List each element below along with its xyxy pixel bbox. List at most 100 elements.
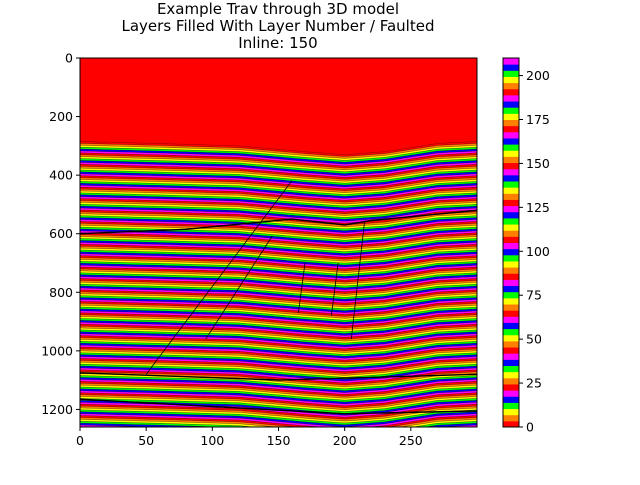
colorbar-segment <box>503 310 519 317</box>
y-tick-label: 1200 <box>41 402 73 417</box>
colorbar-segment <box>503 365 519 373</box>
colorbar-segment <box>503 137 519 145</box>
colorbar-tick-label: 100 <box>526 244 550 259</box>
colorbar-tick-label: 200 <box>526 68 550 83</box>
x-tick-label: 150 <box>267 433 291 448</box>
colorbar-segment <box>503 199 519 207</box>
y-tick-label: 800 <box>49 285 73 300</box>
colorbar-segment <box>503 101 519 108</box>
colorbar-tick-label: 25 <box>526 376 542 391</box>
horizon-line <box>80 209 477 235</box>
x-tick-label: 0 <box>76 433 84 448</box>
y-tick-label: 400 <box>49 168 73 183</box>
horizon-line <box>80 372 477 381</box>
fault-line <box>298 262 306 313</box>
colorbar-segment <box>503 94 519 102</box>
colorbar-segment <box>503 187 519 194</box>
colorbar-segment <box>503 260 519 268</box>
y-tick-label: 200 <box>49 109 73 124</box>
colorbar-segment <box>503 334 519 342</box>
colorbar-segment <box>503 125 519 133</box>
title-line-2: Layers Filled With Layer Number / Faulte… <box>122 17 435 35</box>
title-line-3: Inline: 150 <box>238 34 317 52</box>
y-tick-label: 600 <box>49 226 73 241</box>
colorbar: 0 25 50 75 100 125 150 175 200 <box>502 57 550 435</box>
colorbar-tick-label: 75 <box>526 288 542 303</box>
colorbar-segment <box>503 82 519 90</box>
colorbar-tick-label: 0 <box>526 420 534 435</box>
colorbar-segment <box>503 131 519 139</box>
colorbar-segment <box>503 107 519 114</box>
y-tick-label: 0 <box>65 51 73 66</box>
colorbar-segment <box>503 181 519 188</box>
colorbar-segment <box>503 359 519 366</box>
colorbar-segment <box>503 371 519 379</box>
x-tick-label: 50 <box>138 433 154 448</box>
colorbar-segment <box>503 328 519 336</box>
colorbar-segment <box>503 390 519 397</box>
colorbar-segment <box>503 267 519 274</box>
colorbar-segment <box>503 224 519 231</box>
x-tick-label: 250 <box>399 433 423 448</box>
colorbar-segment <box>503 396 519 403</box>
fault-line <box>331 262 339 316</box>
x-tick-label: 100 <box>200 433 224 448</box>
colorbar-segment <box>503 383 519 391</box>
fault-line <box>145 180 293 375</box>
colorbar-segment <box>503 205 519 213</box>
colorbar-frame <box>502 57 520 428</box>
colorbar-segment <box>503 340 519 348</box>
colorbar-tick-label: 50 <box>526 332 542 347</box>
colorbar-segment <box>503 414 519 422</box>
fault-line <box>350 221 365 340</box>
colorbar-segment <box>503 64 519 71</box>
colorbar-segment <box>503 316 519 323</box>
title-line-1: Example Trav through 3D model <box>157 0 399 18</box>
colorbar-segment <box>503 236 519 243</box>
colorbar-segment <box>503 70 519 77</box>
colorbar-segment <box>503 58 519 65</box>
colorbar-segment <box>503 88 519 96</box>
colorbar-segment <box>503 279 519 287</box>
colorbar-segment <box>503 304 519 311</box>
x-tick-label: 200 <box>333 433 357 448</box>
colorbar-segment <box>503 420 519 428</box>
colorbar-segment <box>503 377 519 385</box>
colorbar-segment <box>503 248 519 256</box>
colorbar-segment <box>503 217 519 225</box>
colorbar-tick-label: 175 <box>526 112 550 127</box>
colorbar-segment <box>503 408 519 416</box>
colorbar-segment <box>503 230 519 237</box>
colorbar-segment <box>503 150 519 157</box>
horizon-line <box>80 398 477 415</box>
colorbar-segment <box>503 322 519 330</box>
colorbar-segment <box>503 113 519 120</box>
colorbar-segment <box>503 156 519 164</box>
colorbar-segment <box>503 162 519 170</box>
colorbar-segment <box>503 297 519 305</box>
colorbar-segment <box>503 168 519 176</box>
chart-title: Example Trav through 3D model Layers Fil… <box>122 0 435 52</box>
colorbar-segment <box>503 273 519 280</box>
colorbar-segment <box>503 254 519 262</box>
colorbar-segment <box>503 291 519 299</box>
colorbar-segment <box>503 144 519 151</box>
colorbar-segment <box>503 402 519 410</box>
y-axis: 0 200 400 600 800 1000 1200 <box>41 51 80 417</box>
x-axis: 0 50 100 150 200 250 <box>76 427 423 448</box>
colorbar-tick-label: 150 <box>526 156 550 171</box>
colorbar-segment <box>503 174 519 182</box>
colorbar-segment <box>503 119 519 127</box>
colorbar-segment <box>503 76 519 84</box>
colorbar-segment <box>503 347 519 354</box>
colorbar-tick-label: 125 <box>526 200 550 215</box>
fault-line <box>205 236 273 340</box>
colorbar-segment <box>503 285 519 293</box>
plot-area <box>80 58 477 427</box>
y-tick-label: 1000 <box>41 343 73 358</box>
colorbar-segment <box>503 211 519 219</box>
colorbar-segment <box>503 193 519 200</box>
colorbar-segment <box>503 353 519 360</box>
